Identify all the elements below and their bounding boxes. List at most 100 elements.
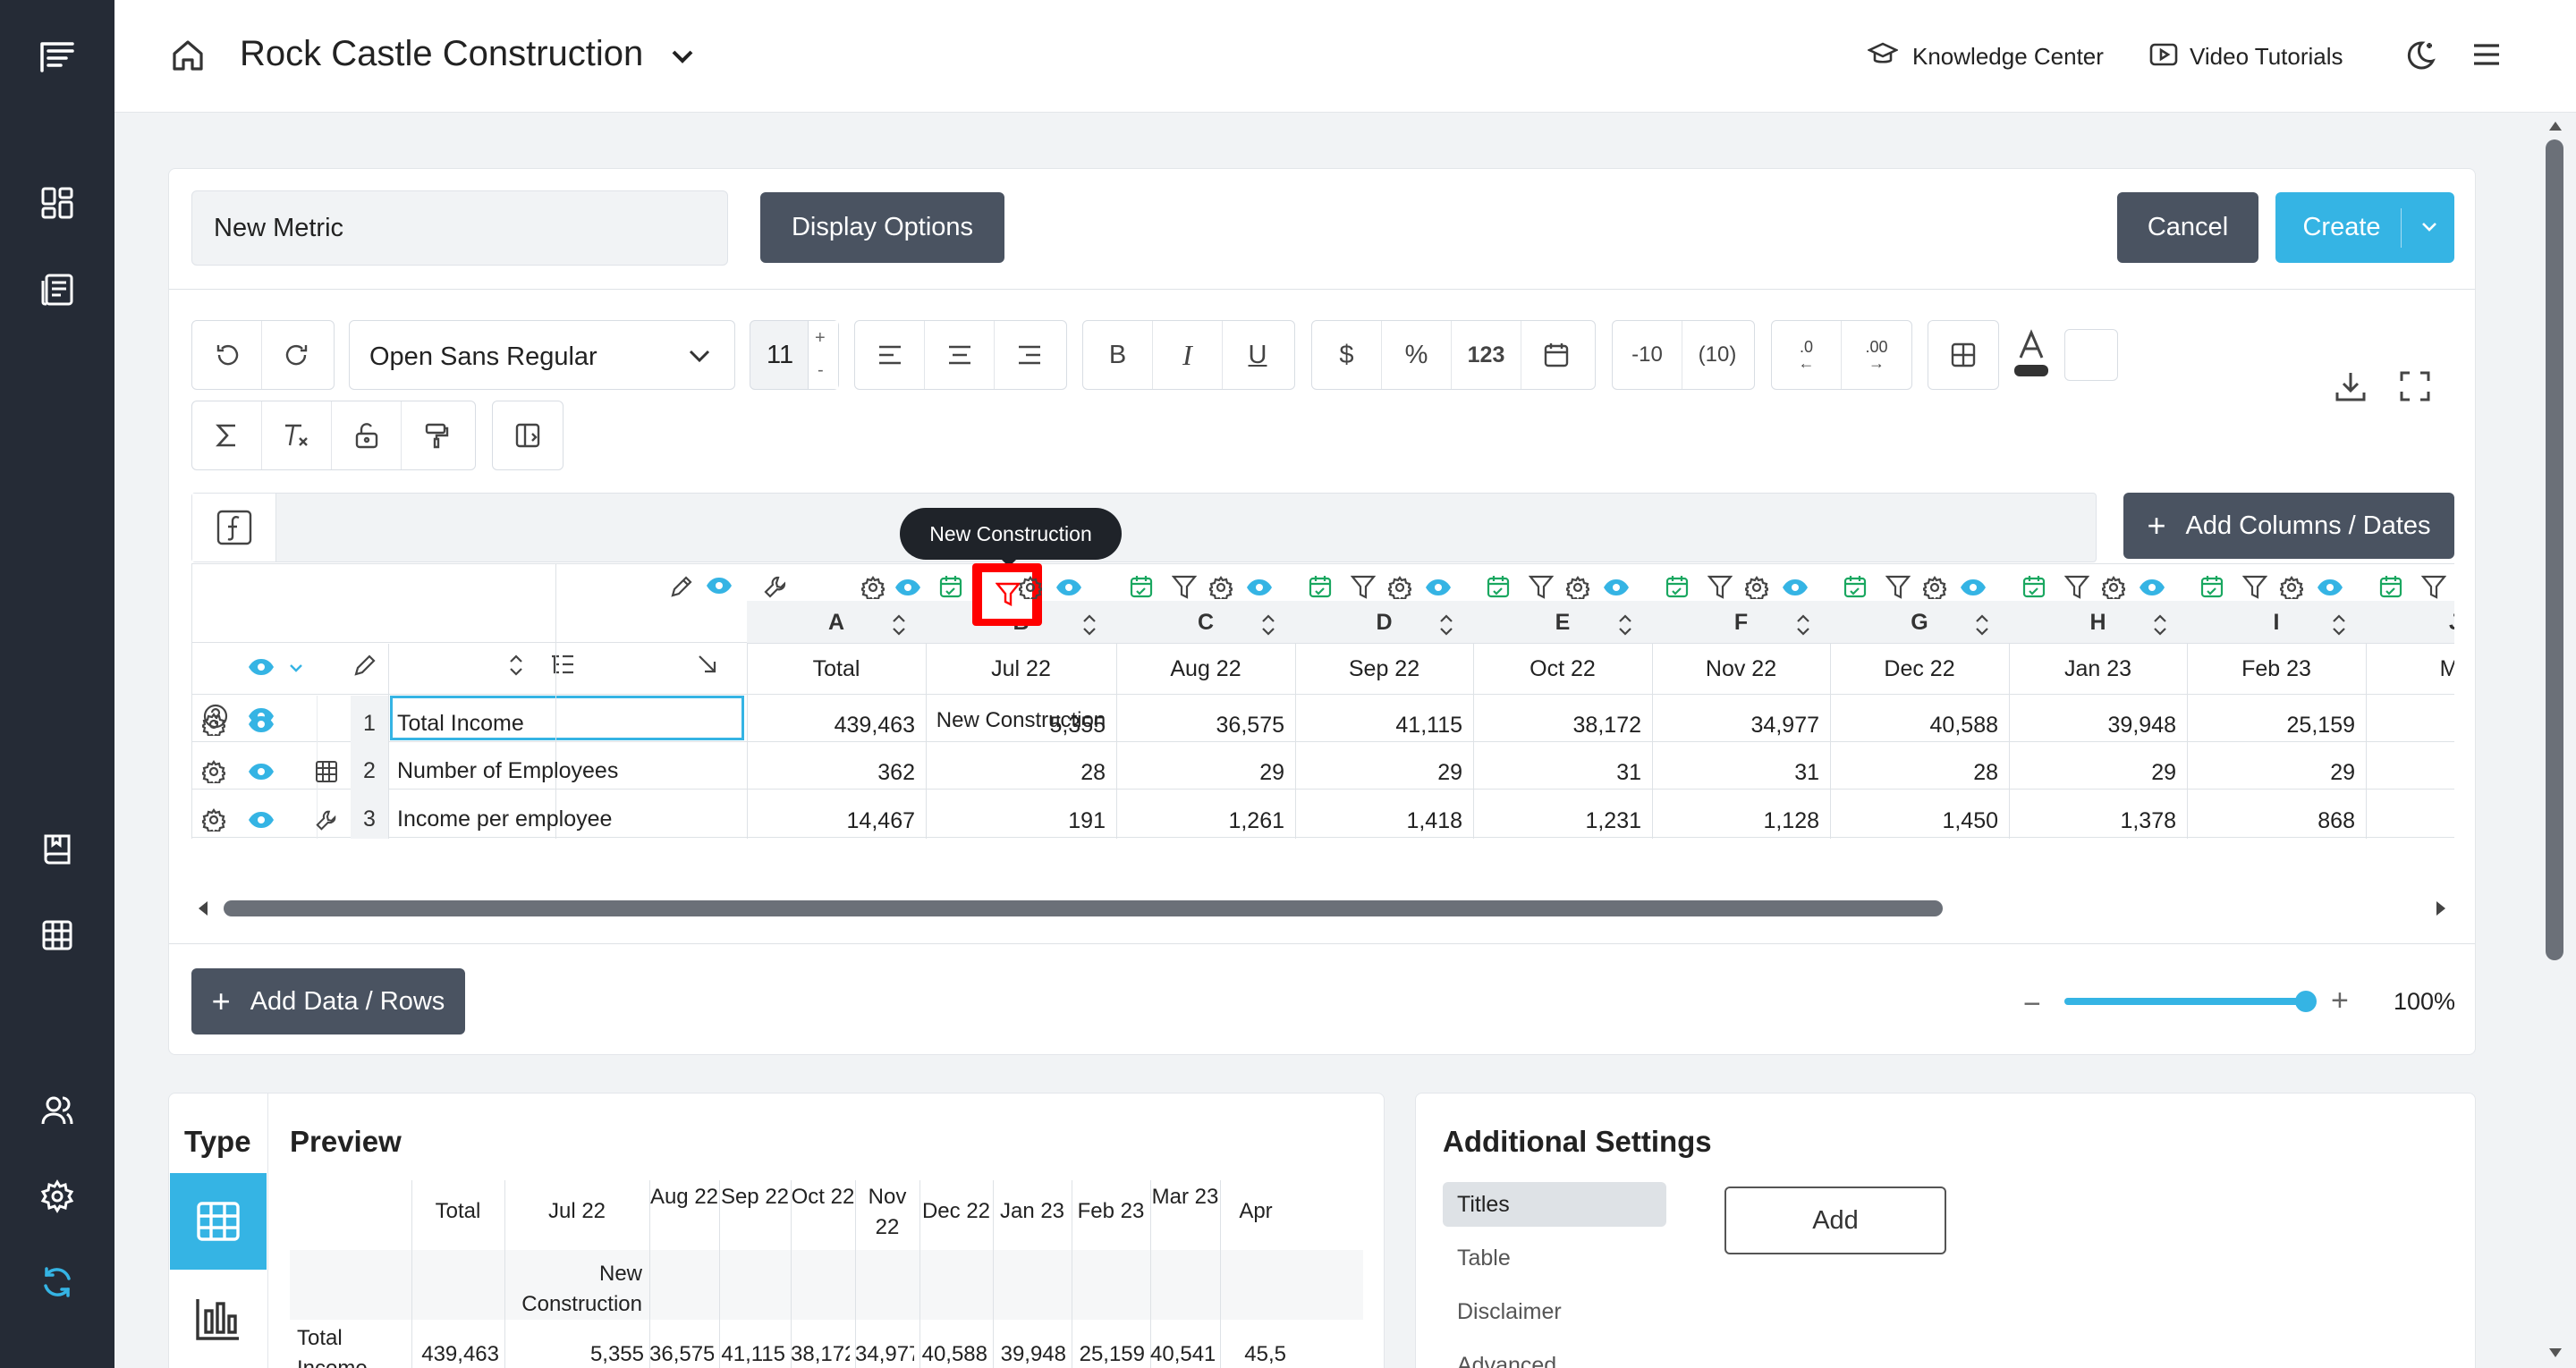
function-icon[interactable] bbox=[192, 494, 276, 562]
cancel-button[interactable]: Cancel bbox=[2117, 192, 2258, 263]
column-layout-icon[interactable] bbox=[493, 401, 563, 469]
date-sync-icon[interactable] bbox=[1843, 574, 1868, 599]
table-icon[interactable] bbox=[36, 914, 79, 957]
book-icon[interactable] bbox=[36, 828, 79, 871]
percent-format-button[interactable]: % bbox=[1382, 321, 1452, 389]
gear-icon[interactable] bbox=[1388, 576, 1411, 599]
reports-icon[interactable] bbox=[36, 268, 79, 311]
theme-moon-icon[interactable] bbox=[2404, 39, 2436, 72]
filter-icon[interactable] bbox=[1529, 574, 1554, 601]
visibility-eye-icon[interactable] bbox=[2138, 578, 2166, 597]
date-sync-icon[interactable] bbox=[1308, 574, 1333, 599]
visibility-eye-icon[interactable] bbox=[247, 657, 275, 677]
row-gear-icon[interactable] bbox=[202, 808, 225, 832]
dashboard-icon[interactable] bbox=[36, 182, 79, 224]
edit-pencil-icon[interactable] bbox=[669, 574, 694, 599]
gear-icon[interactable] bbox=[1923, 576, 1946, 599]
font-family-select[interactable]: Open Sans Regular bbox=[349, 320, 735, 390]
italic-button[interactable]: I bbox=[1153, 321, 1223, 389]
sort-arrows-icon[interactable] bbox=[1437, 613, 1455, 637]
font-size-increase[interactable]: + bbox=[815, 328, 826, 348]
create-label[interactable]: Create bbox=[2302, 213, 2381, 241]
type-table-button[interactable] bbox=[170, 1173, 267, 1270]
redo-button[interactable] bbox=[262, 321, 332, 389]
users-icon[interactable] bbox=[36, 1089, 79, 1132]
menu-logo-icon[interactable] bbox=[36, 36, 79, 79]
download-icon[interactable] bbox=[2334, 370, 2367, 402]
borders-button[interactable] bbox=[1928, 321, 1998, 389]
date-sync-icon[interactable] bbox=[2021, 574, 2046, 599]
scroll-down-arrow-icon[interactable] bbox=[2547, 1347, 2563, 1359]
create-dropdown-icon[interactable] bbox=[2419, 215, 2440, 237]
gear-icon[interactable] bbox=[861, 576, 885, 599]
bold-button[interactable]: B bbox=[1083, 321, 1153, 389]
filter-icon[interactable] bbox=[1707, 574, 1733, 601]
settings-item-advanced[interactable]: Advanced bbox=[1457, 1353, 1557, 1368]
knowledge-center-link[interactable]: Knowledge Center bbox=[1912, 43, 2104, 70]
scroll-left-arrow-icon[interactable] bbox=[197, 899, 211, 917]
filter-icon[interactable] bbox=[2421, 574, 2446, 601]
negative-parentheses-button[interactable]: (10) bbox=[1698, 342, 1737, 367]
underline-button[interactable]: U bbox=[1248, 340, 1267, 369]
home-icon[interactable] bbox=[170, 38, 206, 73]
settings-icon[interactable] bbox=[36, 1175, 79, 1218]
text-color-icon[interactable] bbox=[2012, 329, 2050, 379]
horizontal-scrollbar-thumb[interactable] bbox=[224, 900, 1943, 916]
gear-icon[interactable] bbox=[1019, 576, 1042, 599]
sort-icon[interactable] bbox=[506, 653, 526, 678]
sort-arrows-icon[interactable] bbox=[1794, 613, 1812, 637]
sort-arrows-icon[interactable] bbox=[890, 613, 908, 637]
row-gear-icon[interactable] bbox=[202, 760, 225, 783]
sync-icon[interactable] bbox=[36, 1261, 79, 1304]
date-sync-icon[interactable] bbox=[1129, 574, 1154, 599]
formula-bar[interactable] bbox=[191, 493, 2097, 562]
fill-color-swatch[interactable] bbox=[2064, 329, 2118, 381]
gear-icon[interactable] bbox=[2280, 576, 2303, 599]
fullscreen-icon[interactable] bbox=[2399, 370, 2431, 402]
visibility-eye-icon[interactable] bbox=[1959, 578, 1987, 597]
date-sync-icon[interactable] bbox=[938, 574, 963, 599]
chevron-down-icon[interactable] bbox=[288, 662, 304, 674]
visibility-eye-icon[interactable] bbox=[1245, 578, 1274, 597]
sort-arrows-icon[interactable] bbox=[1616, 613, 1634, 637]
clear-format-icon[interactable] bbox=[262, 401, 332, 469]
undo-button[interactable] bbox=[192, 321, 262, 389]
display-options-button[interactable]: Display Options bbox=[760, 192, 1004, 263]
row-visibility-eye-icon[interactable] bbox=[247, 810, 275, 830]
row-gear-icon[interactable] bbox=[202, 713, 225, 736]
edit-pencil-icon[interactable] bbox=[352, 653, 377, 678]
font-size-decrease[interactable]: - bbox=[818, 360, 824, 380]
row-visibility-eye-icon[interactable] bbox=[247, 714, 275, 734]
format-painter-icon[interactable] bbox=[402, 401, 471, 469]
sort-arrows-icon[interactable] bbox=[2330, 613, 2348, 637]
align-center-button[interactable] bbox=[925, 321, 995, 389]
sort-arrows-icon[interactable] bbox=[1973, 613, 1991, 637]
font-size-stepper[interactable]: 11 + - bbox=[750, 320, 839, 390]
settings-item-table[interactable]: Table bbox=[1457, 1246, 1511, 1271]
filter-icon[interactable] bbox=[1351, 574, 1376, 601]
gear-icon[interactable] bbox=[1745, 576, 1768, 599]
scroll-up-arrow-icon[interactable] bbox=[2547, 120, 2563, 132]
visibility-eye-icon[interactable] bbox=[1055, 578, 1083, 597]
unlock-icon[interactable] bbox=[332, 401, 402, 469]
wrench-icon[interactable] bbox=[763, 574, 788, 599]
add-rows-button[interactable]: + Add Data / Rows bbox=[191, 968, 465, 1034]
row-visibility-eye-icon[interactable] bbox=[247, 762, 275, 781]
gear-icon[interactable] bbox=[1209, 576, 1233, 599]
zoom-slider[interactable] bbox=[2064, 991, 2318, 1012]
expand-arrow-icon[interactable] bbox=[696, 653, 719, 676]
date-sync-icon[interactable] bbox=[1486, 574, 1511, 599]
sort-arrows-icon[interactable] bbox=[2151, 613, 2169, 637]
visibility-eye-icon[interactable] bbox=[1602, 578, 1631, 597]
zoom-slider-handle[interactable] bbox=[2295, 991, 2318, 1012]
filter-icon[interactable] bbox=[1172, 574, 1197, 601]
align-left-button[interactable] bbox=[855, 321, 925, 389]
selected-cell-input[interactable] bbox=[390, 696, 744, 740]
visibility-eye-icon[interactable] bbox=[1424, 578, 1453, 597]
metric-name-input[interactable] bbox=[191, 190, 728, 266]
company-name[interactable]: Rock Castle Construction bbox=[240, 34, 644, 73]
increase-decimal-button[interactable]: .00 → bbox=[1842, 321, 1911, 389]
gear-icon[interactable] bbox=[1566, 576, 1589, 599]
decrease-decimal-button[interactable]: .0 ← bbox=[1772, 321, 1842, 389]
filter-icon[interactable] bbox=[996, 581, 1021, 608]
